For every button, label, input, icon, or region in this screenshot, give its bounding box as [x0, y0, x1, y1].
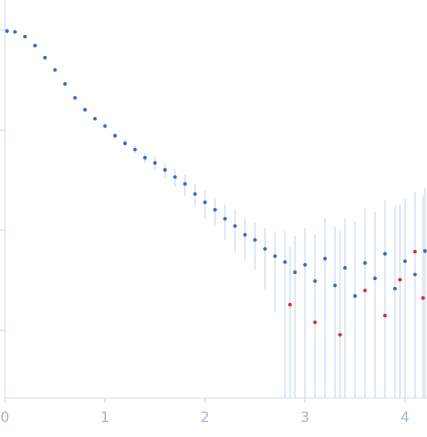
data-point — [53, 68, 57, 72]
data-point — [163, 168, 167, 172]
data-point — [263, 247, 267, 251]
data-point — [243, 232, 247, 237]
x-tick-label: 2 — [201, 410, 210, 426]
data-point — [283, 260, 287, 264]
data-point — [353, 294, 357, 298]
data-point — [403, 259, 407, 263]
x-tick-label: 0 — [1, 410, 10, 426]
data-point — [363, 288, 367, 293]
data-point — [313, 279, 317, 283]
data-point — [413, 272, 417, 277]
data-point — [33, 43, 37, 48]
data-point — [43, 55, 47, 60]
data-point — [363, 261, 367, 265]
data-point — [233, 224, 237, 228]
data-point — [313, 320, 317, 325]
data-point — [93, 116, 97, 121]
data-point — [223, 216, 227, 221]
data-point — [173, 175, 177, 179]
x-tick-label: 3 — [301, 410, 310, 426]
data-point — [113, 133, 117, 138]
data-point — [383, 313, 387, 318]
data-point — [393, 286, 397, 291]
data-point — [193, 192, 197, 196]
data-point — [83, 107, 87, 112]
data-point — [373, 276, 377, 281]
data-point — [338, 332, 342, 337]
data-point — [203, 200, 207, 205]
data-point — [383, 252, 387, 256]
data-point — [253, 238, 257, 242]
data-point — [288, 302, 292, 307]
data-point — [213, 207, 217, 212]
data-point — [421, 296, 425, 300]
data-point — [343, 266, 347, 270]
data-point — [413, 249, 417, 254]
data-point — [153, 161, 157, 165]
data-point — [293, 270, 297, 275]
data-point — [23, 34, 27, 39]
data-point — [333, 283, 337, 288]
data-point — [73, 96, 77, 100]
data-point — [303, 263, 307, 267]
data-point — [273, 254, 277, 258]
data-point — [423, 249, 427, 253]
data-point — [323, 256, 327, 261]
data-point — [143, 155, 147, 160]
data-point — [103, 124, 107, 128]
data-point — [398, 277, 402, 282]
data-point — [133, 147, 137, 152]
data-point — [13, 30, 17, 34]
x-tick-label: 4 — [401, 410, 410, 426]
data-point — [123, 141, 127, 146]
data-point — [63, 82, 67, 86]
x-tick-label: 1 — [101, 410, 110, 426]
data-point — [183, 182, 187, 186]
data-point — [5, 29, 9, 33]
